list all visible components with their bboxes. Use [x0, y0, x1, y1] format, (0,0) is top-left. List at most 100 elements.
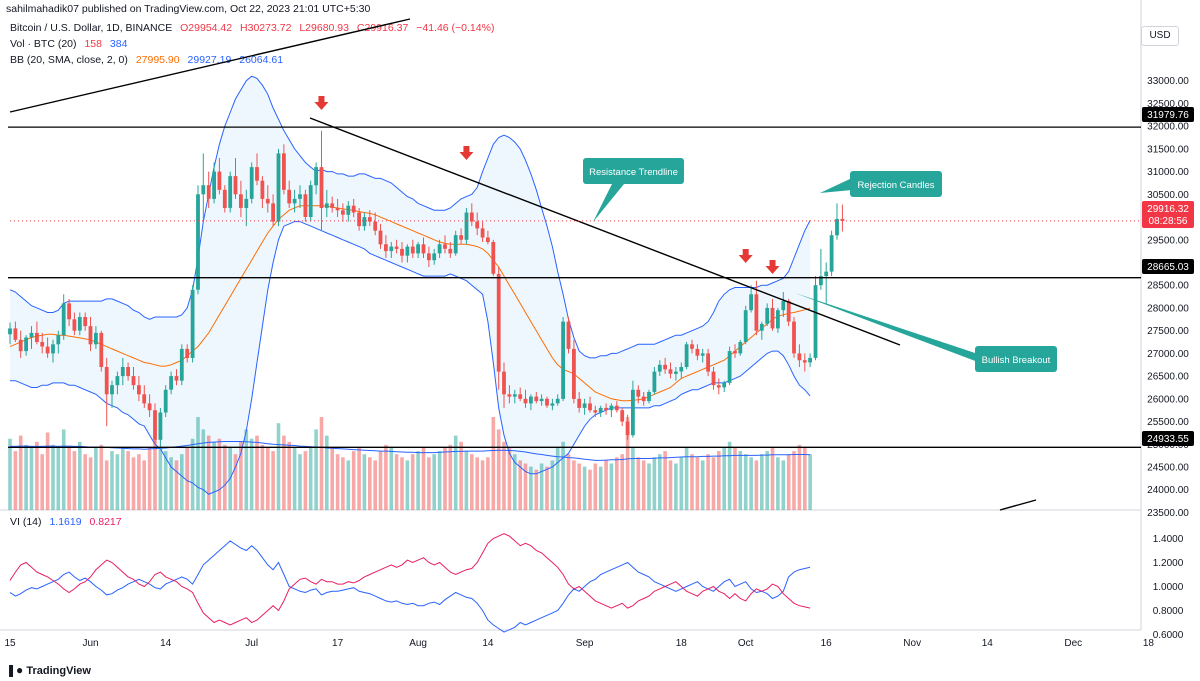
volume-bar [754, 460, 759, 510]
volume-bar [496, 429, 501, 510]
bb-title[interactable]: BB (20, SMA, close, 2, 0) [10, 54, 128, 66]
volume-bar [169, 457, 173, 510]
time-tick-label: Aug [409, 638, 427, 649]
volume-bar [652, 457, 657, 510]
candle [137, 376, 141, 402]
symbol-title[interactable]: Bitcoin / U.S. Dollar, 1D, BINANCE [10, 22, 173, 34]
volume-bar [416, 451, 420, 510]
volume-bar [507, 448, 512, 510]
volume-bar [266, 448, 270, 510]
candle [249, 162, 254, 204]
volume-bar [534, 469, 539, 510]
resistance-trendline[interactable] [309, 117, 901, 346]
candle [88, 317, 93, 352]
volume-bar [577, 463, 581, 510]
candle [346, 201, 351, 222]
time-tick-label: 14 [160, 638, 172, 649]
volume-bar [609, 463, 614, 510]
candle [45, 337, 50, 358]
candle [222, 185, 227, 213]
candle [206, 171, 211, 208]
volume-bar [491, 417, 496, 510]
currency-button[interactable]: USD [1141, 26, 1179, 46]
trendline-segment[interactable] [999, 499, 1037, 511]
candle [437, 239, 442, 258]
candle [432, 248, 437, 265]
candle [303, 189, 308, 222]
volume-bar [674, 463, 678, 510]
volume-bar [287, 441, 291, 510]
volume-bar [163, 451, 168, 510]
close-value: C29916.37 [356, 22, 409, 34]
vi-minus-line [9, 533, 811, 626]
vi-title[interactable]: VI (14) [10, 516, 42, 528]
volume-bar [588, 469, 592, 510]
down-arrow-icon [738, 249, 753, 263]
volume-bar [255, 435, 259, 510]
time-tick-label: Sep [576, 638, 594, 649]
time-tick-label: Oct [738, 638, 754, 649]
volume-bar [35, 441, 39, 510]
volume-bar [319, 417, 324, 510]
volume-bar [700, 460, 705, 510]
vi-tick-label: 0.8000 [1153, 606, 1184, 617]
volume-bar [421, 448, 426, 510]
candle [244, 189, 249, 227]
candle [711, 367, 716, 390]
candle [13, 321, 18, 342]
candle [604, 403, 608, 415]
candle [271, 194, 275, 227]
volume-bar [378, 451, 383, 510]
candle [459, 228, 463, 245]
price-tick-label: 23500.00 [1147, 508, 1189, 519]
volume-bar [668, 460, 673, 510]
candle [8, 322, 12, 345]
candle [201, 153, 206, 222]
volume-bar [212, 441, 216, 510]
price-tick-label: 27000.00 [1147, 349, 1189, 360]
candle [308, 180, 313, 222]
volume-bar [126, 451, 130, 510]
volume-bar [18, 435, 23, 510]
candle [781, 292, 786, 317]
candle [593, 405, 598, 417]
volume-bar [341, 457, 345, 510]
volume-bar [582, 466, 587, 510]
volume-title[interactable]: Vol · BTC (20) [10, 38, 77, 50]
bollinger-band-fill [10, 76, 811, 495]
volume-bar [786, 454, 791, 510]
volume-bar [427, 457, 431, 510]
price-tick-label: 26000.00 [1147, 394, 1189, 405]
candle [733, 344, 737, 358]
price-tick-label: 31000.00 [1147, 167, 1189, 178]
candle [609, 403, 614, 417]
rising-trendline[interactable] [9, 18, 411, 113]
volume-bar [529, 466, 533, 510]
price-tick-label: 32000.00 [1147, 122, 1189, 133]
candle [126, 362, 130, 381]
candle [738, 339, 743, 356]
volume-bar [808, 454, 812, 510]
volume-bar [480, 460, 485, 510]
volume-bar [384, 444, 388, 510]
bullish-breakout-callout: Bullish Breakout [795, 293, 1057, 372]
bar-countdown: 08:28:56 [1149, 216, 1188, 227]
volume-bar [738, 451, 743, 510]
volume-bar [147, 448, 152, 510]
candle [582, 398, 587, 415]
volume-bar [308, 448, 313, 510]
volume-bar [137, 454, 141, 510]
candle [400, 242, 404, 263]
candle [405, 244, 410, 263]
candle [384, 235, 388, 258]
candle [255, 153, 259, 186]
volume-bar [727, 441, 732, 510]
candle [335, 198, 340, 218]
candle [716, 378, 721, 395]
candle [561, 317, 565, 402]
candle [24, 335, 28, 356]
candle [324, 189, 329, 218]
candle [341, 203, 345, 222]
volume-bar [566, 454, 571, 510]
